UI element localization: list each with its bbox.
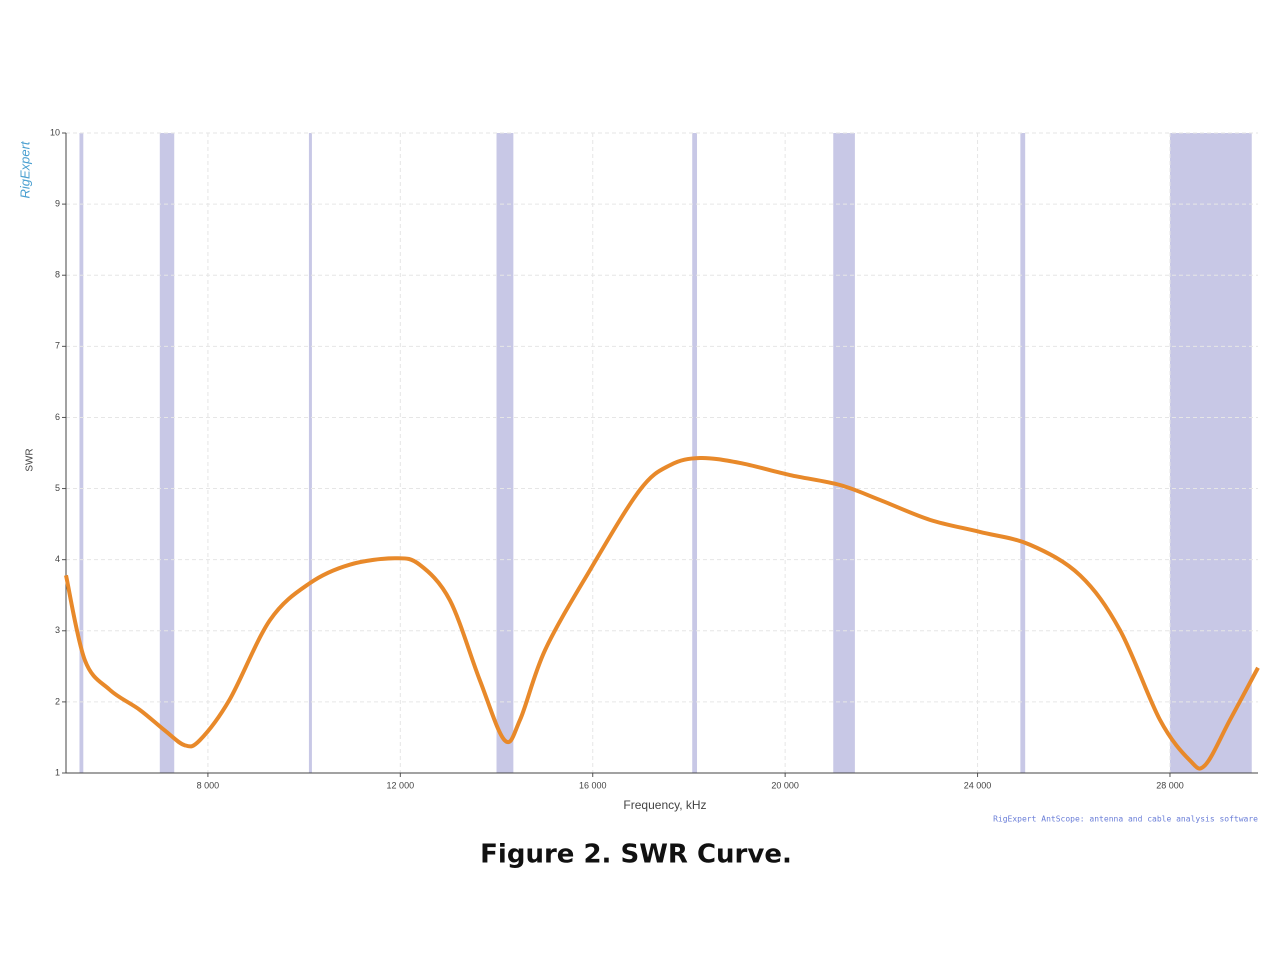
- watermark: RigExpert: [17, 140, 32, 198]
- y-tick-label: 5: [55, 483, 60, 493]
- x-axis-label: Frequency, kHz: [623, 798, 706, 812]
- band: [79, 133, 84, 773]
- y-tick-label: 8: [55, 270, 60, 280]
- footer: RigExpert AntScope: antenna and cable an…: [993, 815, 1258, 824]
- x-tick-label: 24 000: [964, 780, 992, 790]
- x-tick-label: 20 000: [771, 780, 799, 790]
- y-tick-label: 7: [55, 341, 60, 351]
- swr-line: [64, 455, 1260, 771]
- y-tick-label: 6: [55, 412, 60, 422]
- x-tick-label: 8 000: [197, 780, 220, 790]
- chart-title: Figure 2. SWR Curve.: [480, 840, 792, 870]
- y-tick-label: 4: [55, 554, 60, 564]
- y-tick-label: 1: [55, 767, 60, 777]
- band: [1020, 133, 1026, 773]
- band: [159, 133, 175, 773]
- y-tick-label: 3: [55, 625, 60, 635]
- band: [308, 133, 312, 773]
- y-axis-label: SWR: [25, 448, 36, 471]
- band: [1169, 133, 1252, 773]
- x-tick-label: 12 000: [387, 780, 415, 790]
- y-tick-label: 10: [50, 127, 60, 137]
- band: [692, 133, 698, 773]
- y-tick-label: 2: [55, 696, 60, 706]
- x-tick-label: 16 000: [579, 780, 607, 790]
- band: [496, 133, 514, 773]
- x-tick-label: 28 000: [1156, 780, 1184, 790]
- y-tick-label: 9: [55, 198, 60, 208]
- band: [833, 133, 855, 773]
